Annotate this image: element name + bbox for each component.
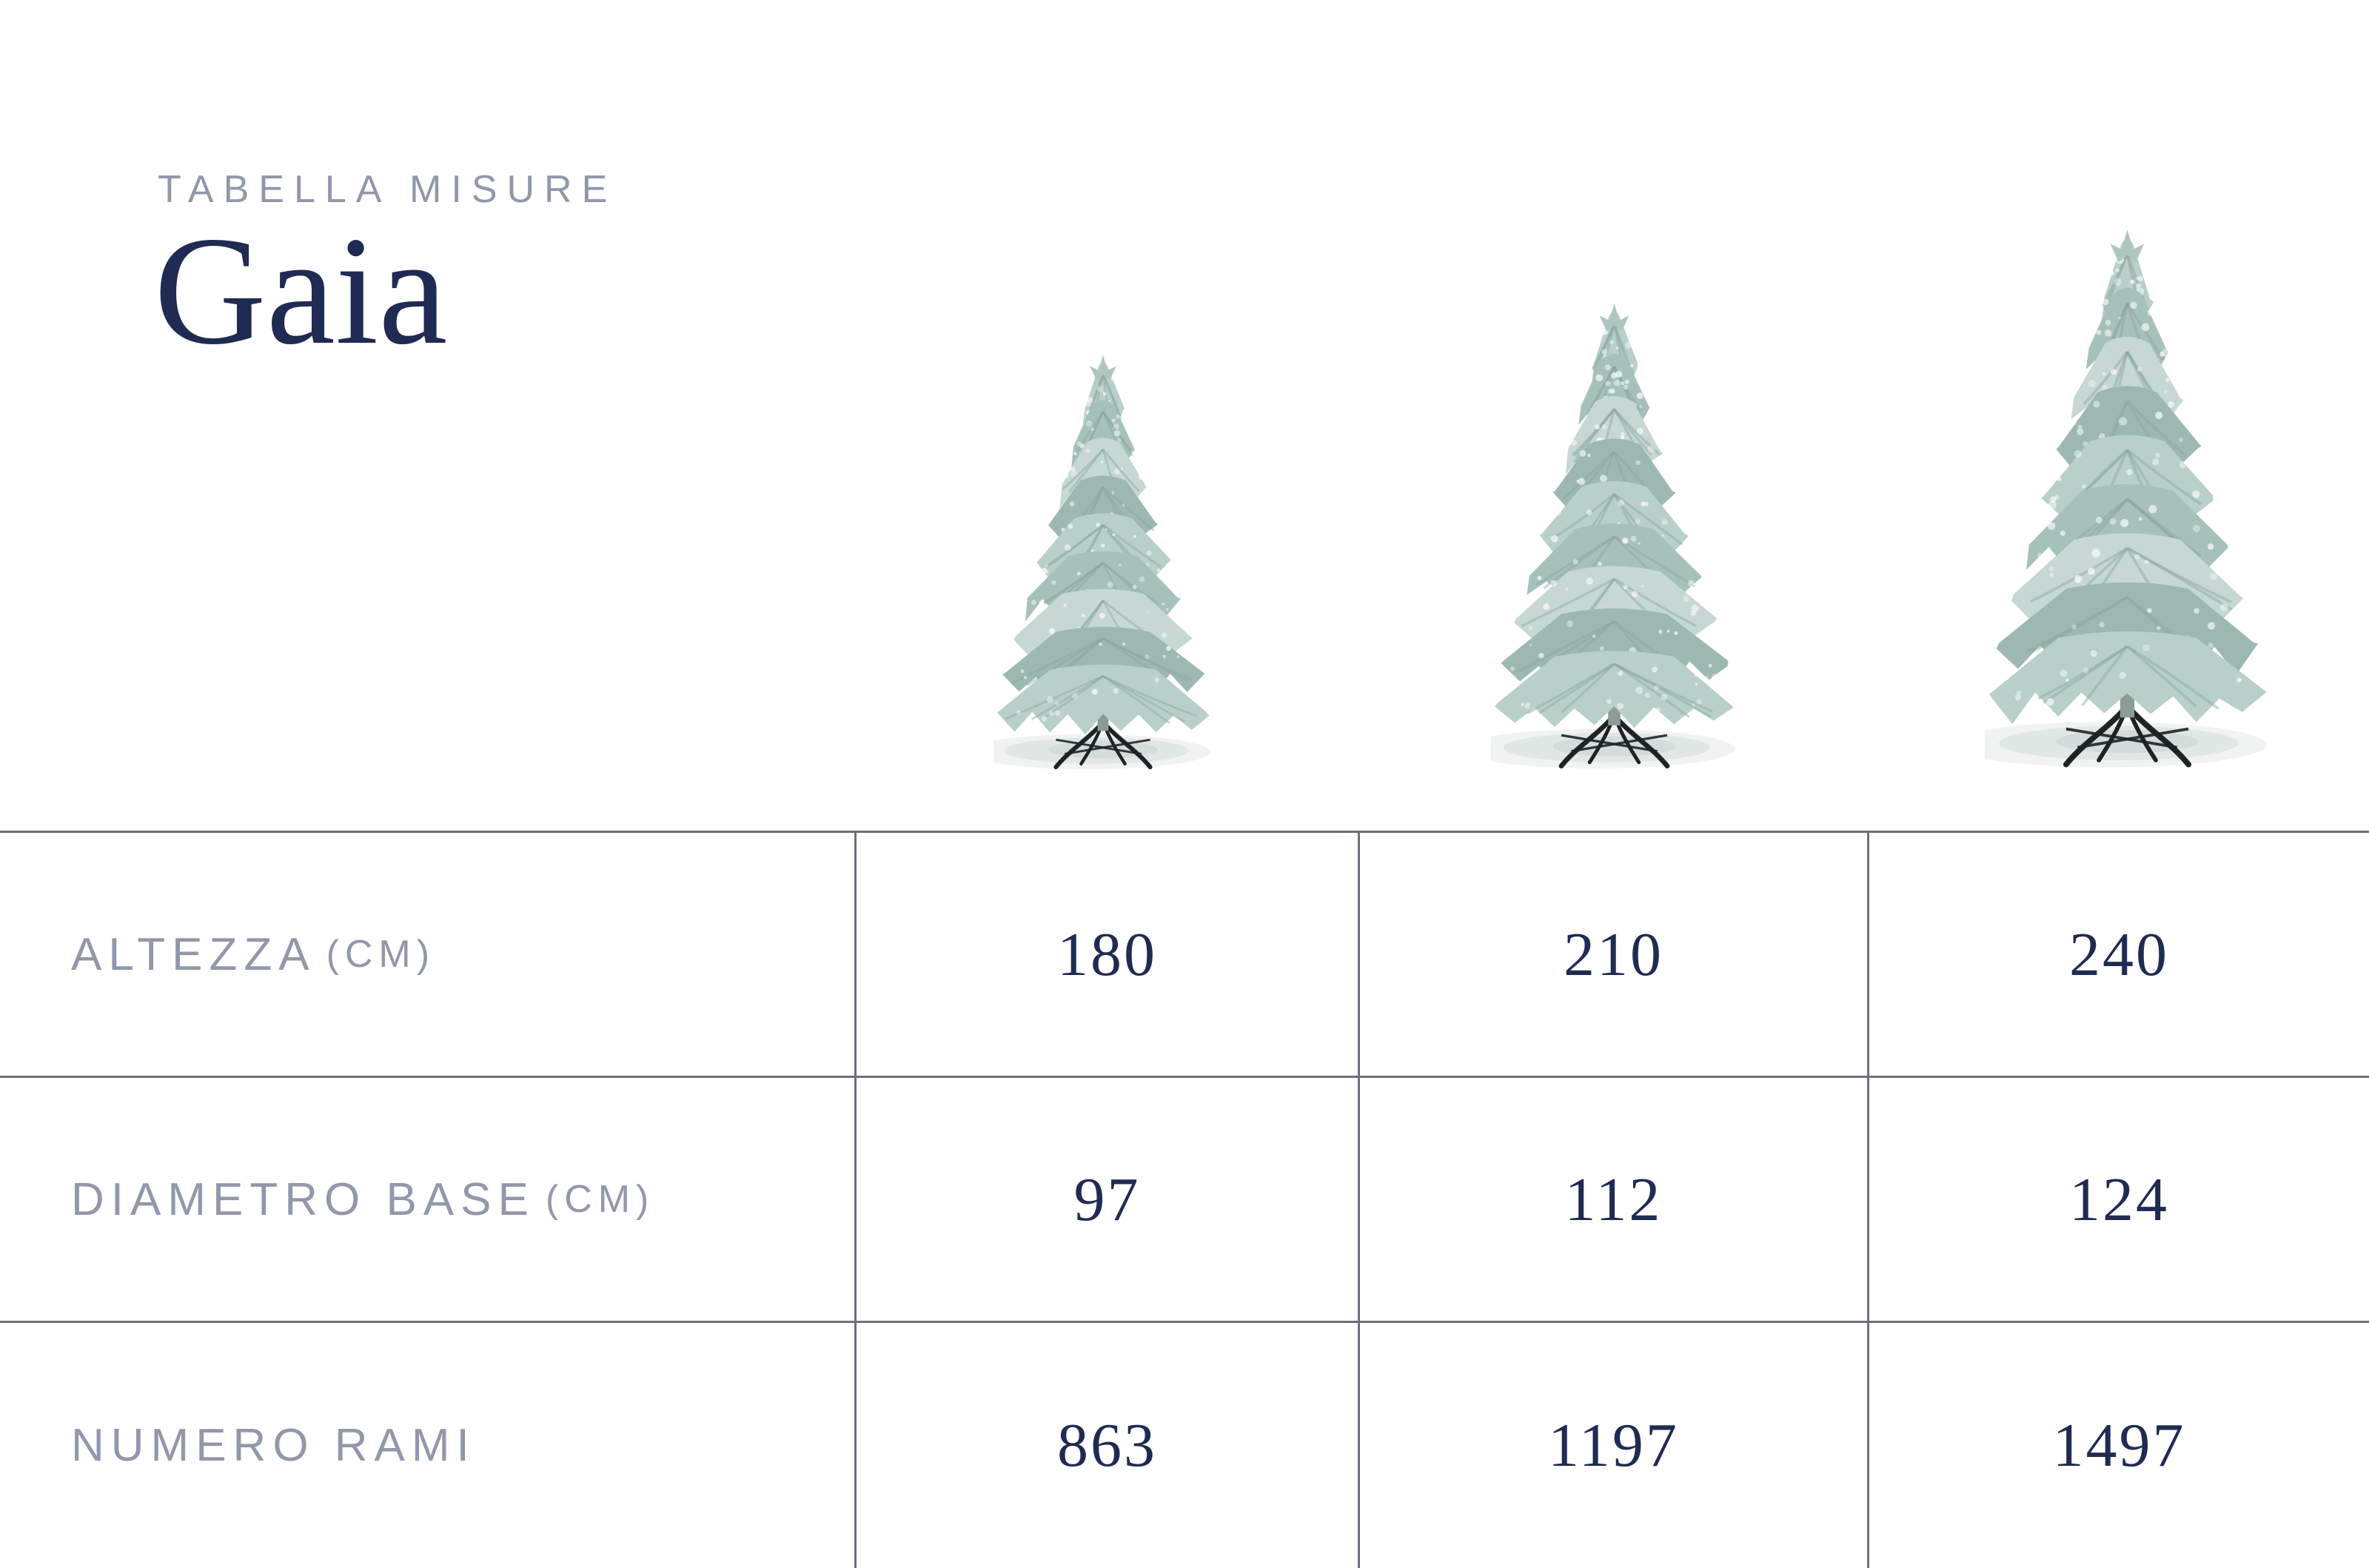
row-label: NUMERO RAMI — [0, 1321, 854, 1568]
measure-value: 180 — [854, 831, 1358, 1076]
measures-table: ALTEZZA (CM) 180 210 240 DIAMETRO BASE (CM) 97 1… — [0, 831, 2369, 1568]
measure-value: 112 — [1358, 1076, 1867, 1321]
measure-value: 97 — [854, 1076, 1358, 1321]
measure-value: 1197 — [1358, 1321, 1867, 1568]
measure-value: 124 — [1867, 1076, 2369, 1321]
row-label: DIAMETRO BASE (CM) — [0, 1076, 854, 1321]
measure-value: 210 — [1358, 831, 1867, 1076]
christmas-tree-image-240 — [1985, 229, 2267, 768]
christmas-tree-image-180 — [993, 355, 1210, 770]
row-label-text: NUMERO RAMI — [71, 1420, 476, 1471]
measure-value: 1497 — [1867, 1321, 2369, 1568]
row-label: ALTEZZA (CM) — [0, 831, 854, 1076]
row-label-text: DIAMETRO BASE — [71, 1173, 535, 1225]
row-label-unit: (CM) — [545, 1178, 655, 1221]
eyebrow-label: TABELLA MISURE — [158, 168, 617, 211]
christmas-tree-image-210 — [1491, 303, 1735, 769]
measure-value: 240 — [1867, 831, 2369, 1076]
row-label-text: ALTEZZA — [71, 928, 316, 980]
product-title: Gaia — [154, 205, 448, 377]
row-label-unit: (CM) — [326, 933, 436, 976]
measure-value: 863 — [854, 1321, 1358, 1568]
